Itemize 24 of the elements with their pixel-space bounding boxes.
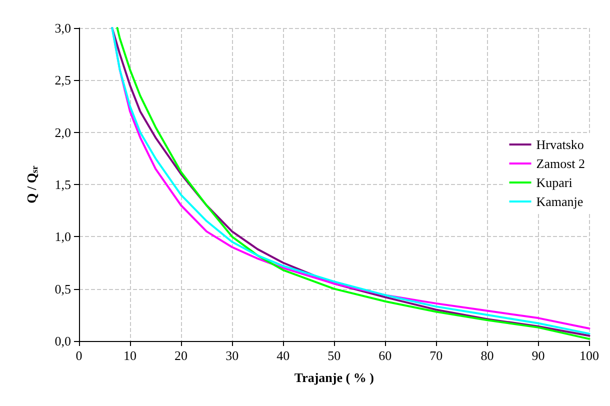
x-tick-label: 40 xyxy=(276,348,290,363)
y-tick-label: 1,0 xyxy=(54,229,71,244)
x-tick-label: 90 xyxy=(532,348,545,363)
y-tick-label: 1,5 xyxy=(54,177,71,192)
x-tick-label: 60 xyxy=(378,348,392,363)
y-tick-label: 0,5 xyxy=(54,281,71,296)
legend-label: Kamanje xyxy=(536,194,584,209)
legend-label: Zamost 2 xyxy=(536,156,586,171)
x-tick-label: 0 xyxy=(76,348,82,363)
x-axis-title: Trajanje ( % ) xyxy=(294,370,374,385)
x-tick-label: 100 xyxy=(580,348,599,363)
x-tick-label: 20 xyxy=(174,348,188,363)
x-tick-label: 10 xyxy=(124,348,137,363)
x-tick-label: 50 xyxy=(328,348,341,363)
y-tick-label: 0,0 xyxy=(54,334,71,348)
x-tick-label: 80 xyxy=(480,348,494,363)
legend-label: Kupari xyxy=(536,175,573,190)
x-tick-label: 30 xyxy=(226,348,239,363)
legend-label: Hrvatsko xyxy=(536,137,584,152)
x-tick-label: 70 xyxy=(430,348,443,363)
y-tick-label: 2,5 xyxy=(54,72,71,88)
y-axis-title: Q / Qsr xyxy=(24,166,40,204)
y-tick-label: 3,0 xyxy=(54,20,71,36)
y-tick-label: 2,0 xyxy=(54,124,71,140)
